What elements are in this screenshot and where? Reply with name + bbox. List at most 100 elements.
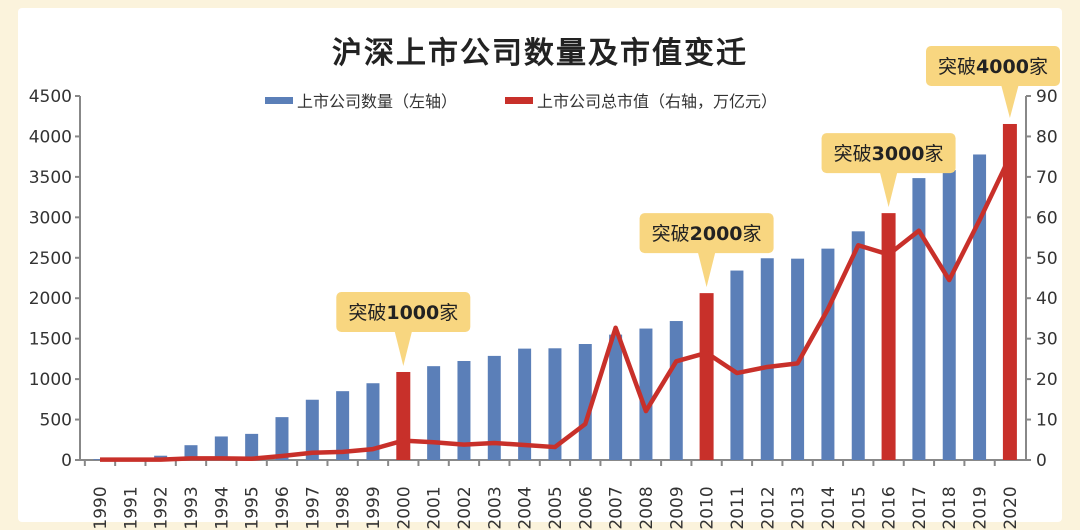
bar — [760, 258, 774, 460]
bar — [245, 433, 259, 460]
bar — [275, 417, 289, 460]
annotation-callout: 突破4000家 — [926, 46, 1060, 118]
bar — [214, 436, 228, 460]
annotation-callout: 突破2000家 — [639, 213, 774, 288]
x-tick-label: 1991 — [121, 486, 141, 529]
legend-label-line: 上市公司总市值（右轴，万亿元） — [537, 92, 777, 111]
x-tick-label: 1997 — [303, 486, 323, 529]
callout-label: 突破1000家 — [348, 302, 458, 324]
left-tick-label: 4000 — [29, 127, 72, 147]
left-tick-label: 0 — [61, 451, 72, 471]
x-tick-label: 2004 — [516, 486, 536, 529]
callout-pointer — [394, 329, 413, 366]
callout-label: 突破3000家 — [834, 143, 944, 165]
callout-box — [821, 133, 956, 174]
right-tick-label: 90 — [1036, 87, 1058, 107]
left-tick-label: 4500 — [29, 87, 72, 107]
legend-label-bar: 上市公司数量（左轴） — [297, 92, 457, 111]
bar — [730, 270, 744, 460]
callout-pointer — [1000, 84, 1019, 118]
x-tick-label: 2000 — [394, 486, 414, 529]
bar — [548, 348, 562, 460]
right-tick-label: 70 — [1036, 168, 1058, 188]
right-tick-label: 40 — [1036, 289, 1058, 309]
x-tick-label: 2018 — [940, 486, 960, 529]
callout-box — [336, 291, 471, 332]
callout-label: 突破4000家 — [938, 56, 1048, 78]
bar — [457, 360, 471, 460]
x-tick-label: 2020 — [1001, 486, 1021, 529]
bar — [336, 391, 350, 460]
bar — [639, 328, 653, 460]
bar — [821, 248, 835, 460]
x-tick-label: 1998 — [334, 486, 354, 529]
x-tick-label: 2005 — [546, 486, 566, 529]
bar — [427, 366, 441, 460]
bar — [578, 344, 592, 460]
callout-pointer — [697, 251, 716, 288]
chart-title: 沪深上市公司数量及市值变迁 — [332, 36, 748, 71]
bar — [518, 348, 532, 460]
x-tick-label: 2019 — [971, 486, 991, 529]
bar — [912, 178, 926, 460]
bar — [669, 321, 683, 460]
bar — [305, 399, 319, 460]
x-tick-label: 2003 — [485, 486, 505, 529]
x-tick-label: 2006 — [576, 486, 596, 529]
x-tick-label: 2011 — [728, 486, 748, 529]
left-tick-label: 1500 — [29, 330, 72, 350]
left-tick-label: 3500 — [29, 168, 72, 188]
right-tick-label: 10 — [1036, 411, 1058, 431]
callout-box — [926, 46, 1060, 86]
x-tick-label: 1996 — [273, 486, 293, 529]
annotation-callout: 突破3000家 — [821, 133, 956, 208]
left-tick-label: 2500 — [29, 249, 72, 269]
x-tick-label: 2016 — [880, 486, 900, 529]
x-tick-label: 2010 — [698, 486, 718, 529]
right-tick-label: 0 — [1036, 451, 1047, 471]
callout-pointer — [879, 171, 898, 208]
bar — [851, 231, 865, 460]
callout-label: 突破2000家 — [652, 223, 762, 245]
x-tick-label: 2013 — [789, 486, 809, 529]
right-tick-label: 30 — [1036, 330, 1058, 350]
highlight-bar — [699, 293, 714, 460]
x-tick-label: 2007 — [607, 486, 627, 529]
annotation-callout: 突破1000家 — [336, 291, 471, 366]
bar — [942, 170, 956, 460]
legend-swatch-line — [505, 97, 533, 104]
highlight-bar — [1002, 123, 1017, 461]
x-tick-label: 1999 — [364, 486, 384, 529]
highlight-bar — [881, 213, 896, 460]
right-tick-label: 20 — [1036, 370, 1058, 390]
x-tick-label: 2017 — [910, 486, 930, 529]
right-tick-label: 50 — [1036, 249, 1058, 269]
market-cap-line — [100, 155, 1012, 462]
x-tick-label: 1993 — [182, 486, 202, 529]
bar — [973, 154, 987, 460]
x-tick-label: 1994 — [212, 486, 232, 529]
x-tick-label: 1995 — [243, 486, 263, 529]
legend-swatch-bar — [265, 97, 293, 104]
x-tick-label: 2009 — [667, 486, 687, 529]
x-tick-label: 2015 — [849, 486, 869, 529]
x-tick-label: 2014 — [819, 486, 839, 529]
highlight-bar — [396, 371, 411, 460]
callout-box — [639, 213, 774, 254]
x-tick-label: 2002 — [455, 486, 475, 529]
left-tick-label: 1000 — [29, 370, 72, 390]
bar — [487, 355, 501, 460]
bar — [609, 334, 623, 460]
x-tick-label: 1992 — [152, 486, 172, 529]
left-tick-label: 3000 — [29, 208, 72, 228]
x-tick-label: 2008 — [637, 486, 657, 529]
left-tick-label: 500 — [40, 411, 72, 431]
bar — [366, 383, 380, 460]
x-tick-label: 2001 — [425, 486, 445, 529]
left-tick-label: 2000 — [29, 289, 72, 309]
x-tick-label: 1990 — [91, 486, 111, 529]
right-tick-label: 60 — [1036, 208, 1058, 228]
right-tick-label: 80 — [1036, 127, 1058, 147]
x-tick-label: 2012 — [758, 486, 778, 529]
